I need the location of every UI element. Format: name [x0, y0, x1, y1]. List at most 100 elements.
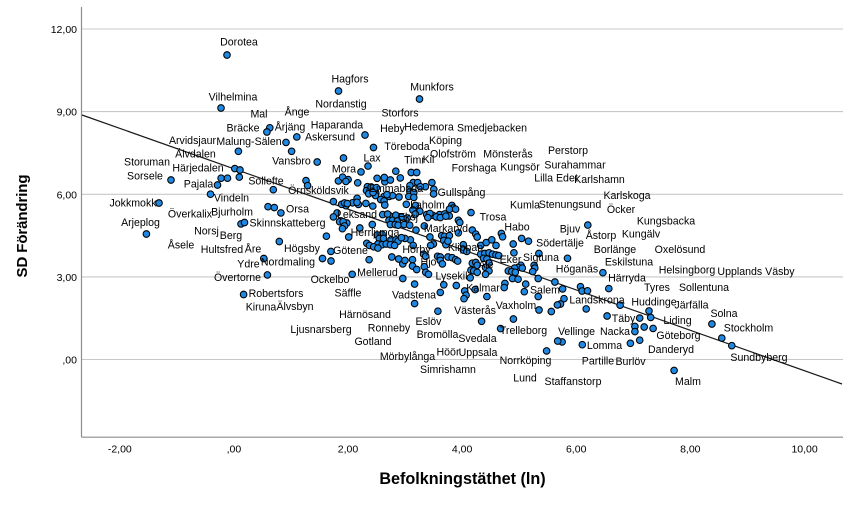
svg-text:Kungälv: Kungälv	[622, 229, 661, 241]
svg-text:Markaryd: Markaryd	[424, 223, 468, 235]
svg-text:Arvidsjaur: Arvidsjaur	[169, 135, 217, 147]
svg-text:Ale: Ale	[478, 259, 493, 271]
svg-text:Åsele: Åsele	[168, 239, 195, 252]
svg-text:Borlänge: Borlänge	[594, 244, 637, 256]
svg-text:Ånge: Ånge	[285, 106, 310, 119]
svg-text:Järfälla: Järfälla	[674, 300, 708, 312]
svg-text:3,00: 3,00	[57, 272, 78, 284]
svg-text:Hagfors: Hagfors	[331, 74, 368, 86]
svg-text:Örnsköldsvik: Örnsköldsvik	[288, 185, 349, 197]
svg-text:Uppsala: Uppsala	[459, 347, 498, 359]
svg-text:Berg: Berg	[220, 230, 242, 242]
svg-text:Storuman: Storuman	[124, 157, 170, 169]
svg-text:Norsj: Norsj	[194, 226, 219, 238]
svg-text:Säffle: Säffle	[335, 288, 362, 300]
svg-text:Habo: Habo	[504, 222, 529, 234]
svg-text:Landskrona: Landskrona	[569, 295, 624, 307]
svg-text:Älvdalen: Älvdalen	[175, 149, 216, 161]
svg-text:Vilhelmina: Vilhelmina	[209, 92, 258, 104]
svg-text:Robertsfors: Robertsfors	[249, 288, 304, 300]
svg-text:Burlöv: Burlöv	[615, 356, 646, 368]
svg-text:Heby: Heby	[380, 123, 405, 135]
svg-text:Laholm: Laholm	[410, 200, 445, 212]
svg-text:Lysekil: Lysekil	[436, 271, 468, 283]
svg-text:Trosa: Trosa	[480, 212, 507, 224]
svg-text:Karlshamn: Karlshamn	[574, 174, 625, 186]
svg-text:Ydre: Ydre	[237, 259, 259, 271]
svg-text:Hörby: Hörby	[402, 244, 431, 256]
svg-text:Skinnskatteberg: Skinnskatteberg	[250, 218, 326, 230]
svg-text:,00: ,00	[62, 355, 77, 367]
svg-text:Klippan: Klippan	[448, 242, 483, 254]
svg-text:Övertorne: Övertorne	[214, 272, 261, 284]
svg-text:Sorsele: Sorsele	[127, 171, 163, 183]
svg-text:-2,00: -2,00	[108, 444, 132, 456]
svg-text:Solna: Solna	[710, 308, 737, 320]
svg-text:Härjedalen: Härjedalen	[172, 163, 223, 175]
svg-text:12,00: 12,00	[51, 24, 77, 36]
svg-text:Stockholm: Stockholm	[724, 323, 774, 335]
svg-text:Köping: Köping	[429, 135, 462, 147]
svg-text:Eslöv: Eslöv	[416, 316, 443, 328]
svg-text:Haparanda: Haparanda	[311, 120, 364, 132]
svg-text:Orsa: Orsa	[286, 204, 309, 216]
svg-text:Dorotea: Dorotea	[220, 37, 258, 49]
svg-text:Högsby: Högsby	[284, 243, 321, 255]
svg-text:Partille: Partille	[582, 356, 614, 368]
svg-text:Åre: Åre	[245, 243, 262, 256]
svg-text:Nordanstig: Nordanstig	[315, 99, 366, 111]
svg-text:Lilla Edet: Lilla Edet	[534, 173, 578, 185]
svg-text:Liding: Liding	[663, 315, 691, 327]
svg-text:Eker: Eker	[500, 254, 522, 266]
svg-text:Emmaboda: Emmaboda	[369, 183, 423, 195]
svg-text:Kil: Kil	[423, 154, 435, 166]
svg-text:Överkalix: Överkalix	[168, 209, 213, 221]
svg-text:Gotland: Gotland	[354, 336, 391, 348]
svg-text:Vellinge: Vellinge	[558, 326, 595, 338]
svg-text:Nordmaling: Nordmaling	[261, 257, 315, 269]
svg-text:Forshaga: Forshaga	[452, 163, 497, 175]
svg-text:Götene: Götene	[333, 245, 368, 257]
svg-text:Storfors: Storfors	[381, 108, 418, 120]
svg-text:Hultsfred: Hultsfred	[201, 244, 243, 256]
svg-text:Hedemora: Hedemora	[404, 122, 454, 134]
svg-text:Simrishamn: Simrishamn	[420, 364, 476, 376]
svg-text:Höganäs: Höganäs	[556, 264, 598, 276]
svg-text:Gullspång: Gullspång	[438, 187, 486, 199]
svg-text:Vaxholm: Vaxholm	[496, 300, 537, 312]
svg-text:Eksj: Eksj	[398, 212, 418, 224]
svg-text:Bromölla: Bromölla	[417, 329, 459, 341]
svg-text:Sundbyberg: Sundbyberg	[730, 352, 787, 364]
svg-text:Kalmar: Kalmar	[466, 283, 500, 295]
svg-text:Tyres: Tyres	[644, 282, 670, 294]
svg-text:Salem: Salem	[530, 285, 560, 297]
svg-text:Smedjebacken: Smedjebacken	[457, 123, 527, 135]
svg-text:Göteborg: Göteborg	[656, 330, 700, 342]
svg-text:Herrljunga: Herrljunga	[351, 227, 400, 239]
svg-text:Bjurholm: Bjurholm	[211, 207, 253, 219]
svg-text:Mal: Mal	[250, 109, 267, 121]
svg-text:Kumla: Kumla	[510, 200, 540, 212]
svg-text:Lax: Lax	[363, 153, 381, 165]
svg-text:Stenungsund: Stenungsund	[539, 199, 602, 211]
svg-text:,00: ,00	[227, 444, 242, 456]
svg-text:Mönsterås: Mönsterås	[483, 149, 532, 161]
svg-text:Mellerud: Mellerud	[357, 267, 398, 279]
svg-text:Svedala: Svedala	[458, 333, 496, 345]
svg-text:Mora: Mora	[332, 164, 356, 176]
svg-text:Västerås: Västerås	[454, 305, 496, 317]
svg-text:Olofström: Olofström	[430, 149, 476, 161]
svg-text:Trelleborg: Trelleborg	[500, 325, 547, 337]
svg-text:Helsingborg: Helsingborg	[659, 265, 716, 277]
svg-text:Töreboda: Töreboda	[384, 141, 429, 153]
svg-text:Upplands Väsby: Upplands Väsby	[717, 266, 795, 278]
svg-text:Täby: Täby	[612, 313, 636, 325]
svg-text:SD Förändring: SD Förändring	[14, 175, 31, 278]
svg-text:6,00: 6,00	[566, 444, 587, 456]
svg-text:Sollentuna: Sollentuna	[679, 282, 729, 294]
svg-text:Ronneby: Ronneby	[368, 323, 411, 335]
svg-text:Kiruna: Kiruna	[246, 302, 277, 314]
svg-text:Kungsbacka: Kungsbacka	[637, 216, 695, 228]
svg-text:Kungsör: Kungsör	[500, 162, 540, 174]
svg-text:Hjo: Hjo	[421, 257, 437, 269]
